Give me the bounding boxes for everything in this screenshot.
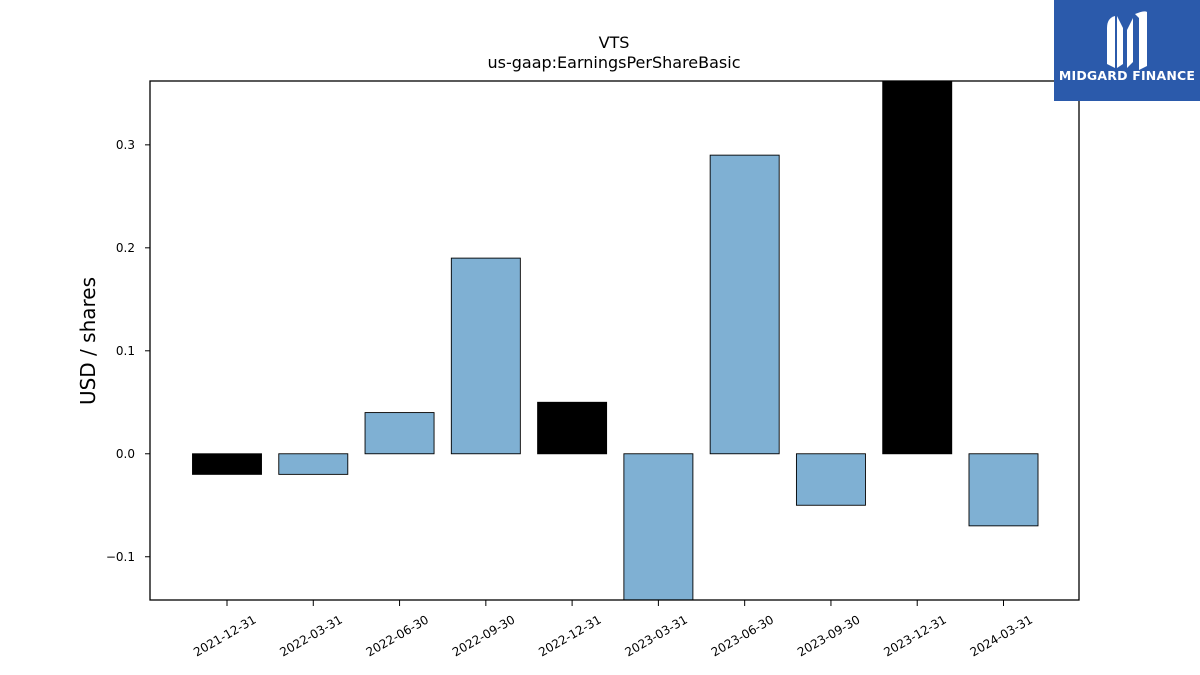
y-axis-label: USD / shares (76, 277, 100, 405)
bars-group (192, 81, 1039, 600)
plot-frame (149, 80, 1080, 601)
bar-2023-03-31 (623, 453, 694, 600)
y-tick-label: 0.2 (116, 241, 135, 255)
x-tick-label: 2023-06-30 (709, 612, 776, 659)
y-tick-label: 0.1 (116, 344, 135, 358)
bar-2023-06-30 (709, 154, 780, 455)
bar-2022-12-31 (537, 401, 608, 455)
brand-name: MIDGARD FINANCE (1058, 68, 1196, 83)
x-tick-label: 2024-03-31 (968, 612, 1035, 659)
x-tick-label: 2021-12-31 (191, 612, 258, 659)
chart-subtitle: us-gaap:EarningsPerShareBasic (487, 53, 740, 72)
logo-mark-icon (1107, 11, 1147, 70)
x-ticks: 2021-12-31 2022-03-31 2022-06-30 2022-09-30… (191, 600, 1035, 659)
bar-2022-06-30 (364, 412, 435, 455)
bar-2024-03-31 (968, 453, 1039, 527)
x-tick-label: 2022-12-31 (536, 612, 603, 659)
x-tick-label: 2022-09-30 (450, 612, 517, 659)
bar-2021-12-31 (192, 453, 262, 475)
brand-logo: MIDGARD FINANCE (1054, 0, 1200, 101)
y-tick-label: −0.1 (106, 550, 135, 564)
bar-2022-03-31 (278, 453, 349, 475)
y-tick-label: 0.3 (116, 138, 135, 152)
bar-2023-12-31 (882, 81, 953, 455)
x-tick-label: 2023-12-31 (881, 612, 948, 659)
y-ticks: −0.1 0.0 0.1 0.2 0.3 (106, 138, 150, 564)
bar-2023-09-30 (795, 453, 866, 506)
x-tick-label: 2022-06-30 (364, 612, 431, 659)
x-tick-label: 2023-03-31 (622, 612, 689, 659)
x-tick-label: 2023-09-30 (795, 612, 862, 659)
x-tick-label: 2022-03-31 (277, 612, 344, 659)
y-tick-label: 0.0 (116, 447, 135, 461)
chart-title: VTS (599, 33, 630, 52)
bar-2022-09-30 (450, 257, 521, 455)
